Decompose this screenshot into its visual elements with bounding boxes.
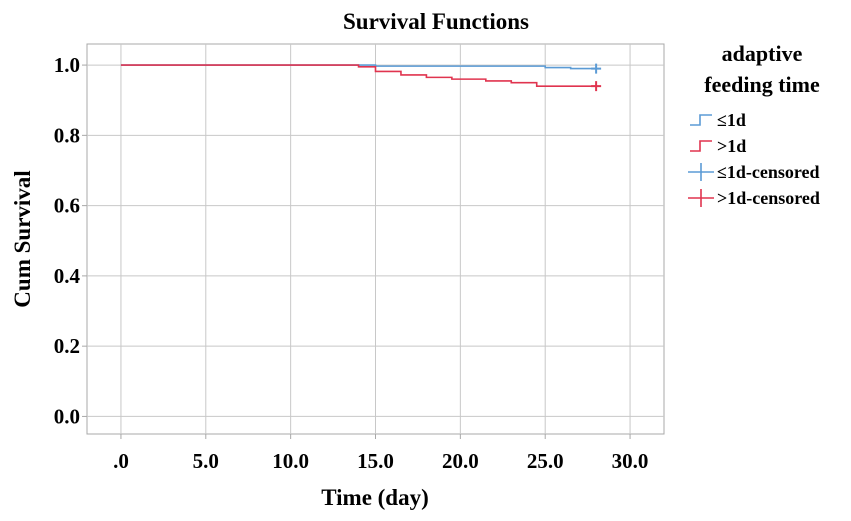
legend-item-4: >1d-censored xyxy=(688,188,820,208)
x-axis-label: Time (day) xyxy=(321,485,429,510)
legend-item-2: >1d xyxy=(690,136,746,156)
y-tick-label: 0.2 xyxy=(54,334,80,358)
chart-title: Survival Functions xyxy=(343,9,529,34)
censor-mark-series-1 xyxy=(591,63,602,74)
x-tick-label: 25.0 xyxy=(527,449,564,473)
legend-item-1: ≤1d xyxy=(690,110,746,130)
legend-item-label: ≤1d-censored xyxy=(717,162,820,182)
y-tick-label: 0.8 xyxy=(54,123,80,147)
legend: adaptive feeding time ≤1d >1d ≤1d-censored… xyxy=(688,41,820,208)
x-tick-label: 10.0 xyxy=(272,449,309,473)
y-axis-ticks: 0.0 0.2 0.4 0.6 0.8 1.0 xyxy=(54,53,87,428)
legend-item-label: ≤1d xyxy=(717,110,746,130)
legend-item-label: >1d-censored xyxy=(717,188,820,208)
y-tick-label: 0.6 xyxy=(54,194,80,218)
legend-cross-swatch xyxy=(688,163,714,181)
y-axis-label: Cum Survival xyxy=(10,170,35,307)
censor-mark-series-2 xyxy=(591,81,602,92)
legend-cross-swatch xyxy=(688,189,714,207)
x-tick-label: .0 xyxy=(113,449,129,473)
y-tick-label: 0.0 xyxy=(54,404,80,428)
x-axis-ticks: .0 5.0 10.0 15.0 20.0 25.0 30.0 xyxy=(113,434,648,473)
x-tick-label: 30.0 xyxy=(612,449,649,473)
plot-area: .0 5.0 10.0 15.0 20.0 25.0 30.0 0.00.20.40.60.… xyxy=(54,43,665,473)
x-tick-label: 15.0 xyxy=(357,449,394,473)
y-tick-label: 0.4 xyxy=(54,264,81,288)
legend-item-3: ≤1d-censored xyxy=(688,162,820,182)
survival-curve-series-2 xyxy=(120,64,597,87)
x-tick-label: 20.0 xyxy=(442,449,479,473)
y-tick-label: 1.0 xyxy=(54,53,80,77)
legend-title-line-2: feeding time xyxy=(704,72,820,97)
series-layer xyxy=(120,63,602,92)
legend-step-swatch xyxy=(690,140,712,152)
survival-curve-series-1 xyxy=(120,64,597,70)
legend-step-swatch xyxy=(690,114,712,126)
x-tick-label: 5.0 xyxy=(193,449,219,473)
legend-title-line-1: adaptive xyxy=(722,41,803,66)
legend-item-label: >1d xyxy=(717,136,746,156)
